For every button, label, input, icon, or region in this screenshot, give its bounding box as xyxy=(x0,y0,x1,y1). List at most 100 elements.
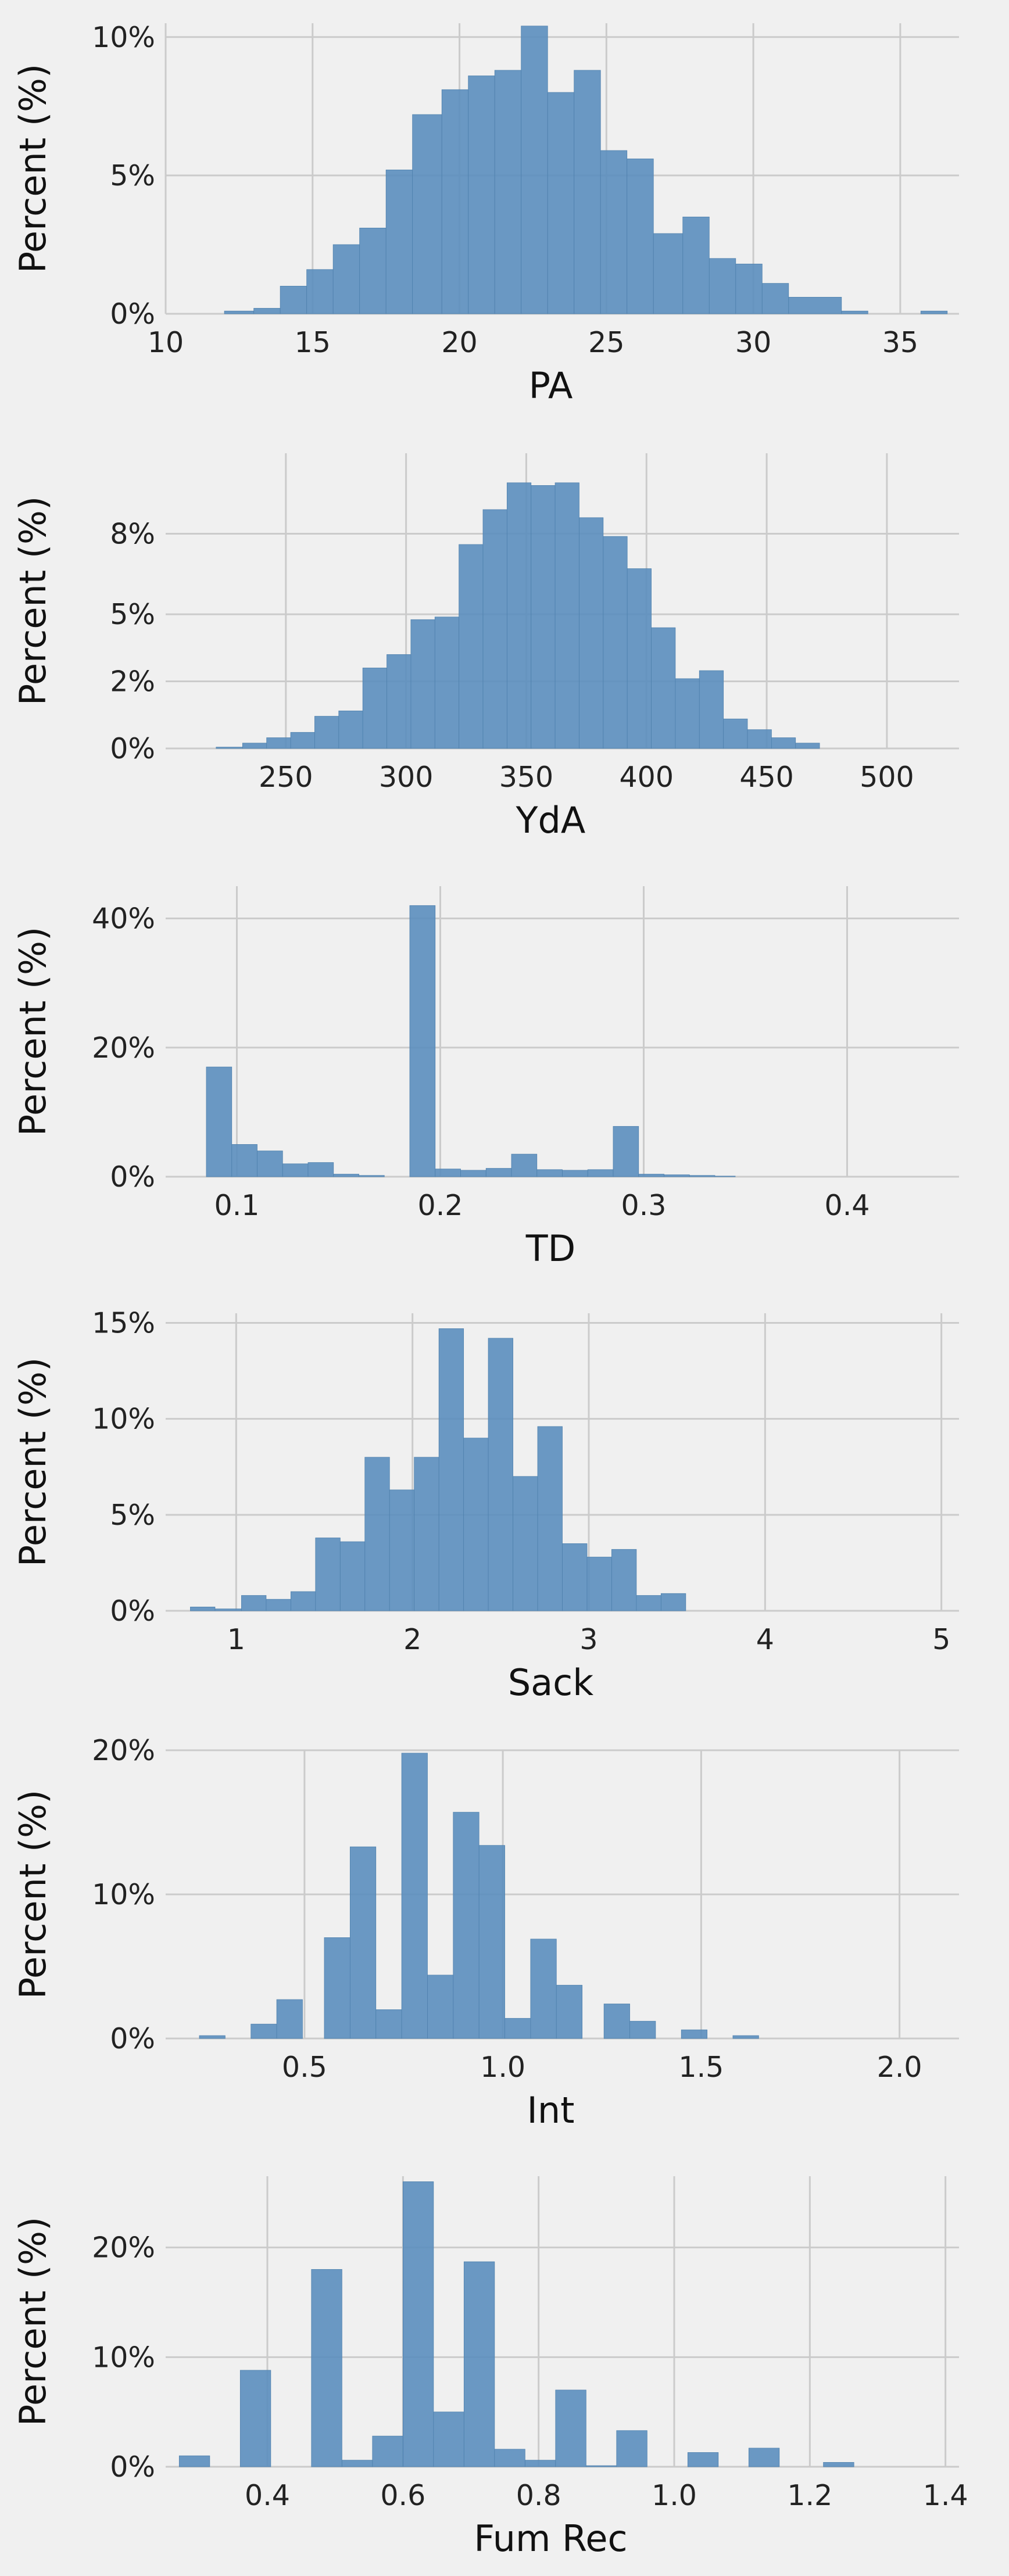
x-axis-label: TD xyxy=(525,1227,576,1270)
histogram-bar xyxy=(521,26,548,314)
x-tick-label: 0.2 xyxy=(418,1189,463,1222)
histogram-bar xyxy=(494,2449,525,2467)
histogram-bar xyxy=(611,1549,637,1611)
histogram-bar xyxy=(251,2023,277,2039)
x-axis-label: PA xyxy=(529,364,573,407)
histogram-bar xyxy=(333,1174,359,1177)
histogram-bar xyxy=(412,114,442,314)
histogram-bar xyxy=(732,2035,759,2039)
histogram-bar xyxy=(401,1753,428,2039)
x-tick-label: 4 xyxy=(756,1623,774,1656)
histogram-bar xyxy=(536,1169,563,1177)
histogram-bar xyxy=(453,1812,480,2039)
y-tick-label: 8% xyxy=(110,518,155,551)
histogram-bar xyxy=(276,1999,303,2039)
histogram-bar xyxy=(660,1593,686,1611)
histogram-bar xyxy=(362,668,387,749)
x-tick-label: 500 xyxy=(860,761,914,794)
histogram-bar xyxy=(761,283,789,314)
histogram-bar xyxy=(723,718,748,749)
histogram-bar xyxy=(224,310,255,314)
histogram-bar xyxy=(478,1845,505,2039)
subplot-3: 0% 20% 40% 0.1 0.2 0.3 0.4 TD Percent (%) xyxy=(12,886,959,1270)
histogram-bar xyxy=(339,1541,366,1611)
histogram-bar xyxy=(206,1066,232,1177)
histogram-bar xyxy=(290,1591,316,1611)
histogram-bar xyxy=(409,905,436,1177)
histogram-bar xyxy=(531,485,556,749)
histogram-bar xyxy=(579,517,604,749)
x-tick-label: 1.0 xyxy=(480,2051,525,2084)
histogram-bar xyxy=(199,2035,226,2039)
histogram-bar xyxy=(682,216,710,314)
histogram-bar xyxy=(788,297,842,314)
histogram-bar xyxy=(178,2455,210,2467)
x-tick-label: 1.4 xyxy=(923,2479,968,2512)
x-tick-label: 10 xyxy=(148,326,184,359)
y-tick-label: 0% xyxy=(110,1595,155,1628)
histogram-bar xyxy=(349,1846,377,2039)
histogram-bar xyxy=(324,1937,350,2039)
histogram-bar xyxy=(387,654,412,749)
histogram-bar xyxy=(364,1457,390,1611)
histogram-bar xyxy=(280,285,307,314)
histogram-bar xyxy=(494,70,522,314)
histogram-bar xyxy=(627,568,652,749)
subplot-2: 0% 2% 5% 8% 250 300 350 400 450 500 YdA Percent (%) xyxy=(12,453,959,841)
histogram-bar xyxy=(433,2412,464,2467)
histogram-bar xyxy=(504,2018,531,2039)
histogram-bar xyxy=(282,1163,309,1177)
subplot-1: 0% 5% 10% 10 15 20 25 30 35 PA Percent (%) xyxy=(12,21,959,407)
histogram-bar xyxy=(600,150,628,314)
histogram-bar xyxy=(216,747,243,749)
histogram-bar xyxy=(714,1176,736,1177)
x-tick-label: 0.5 xyxy=(282,2051,327,2084)
y-axis-label: Percent (%) xyxy=(12,496,54,705)
y-tick-label: 40% xyxy=(92,902,155,936)
histogram-bar xyxy=(338,710,363,749)
histogram-bar xyxy=(463,2261,495,2467)
histogram-bar xyxy=(488,1338,513,1611)
histogram-bar xyxy=(441,89,469,314)
histogram-bar xyxy=(506,482,532,749)
histogram-bar xyxy=(372,2435,403,2467)
y-tick-label: 0% xyxy=(110,732,155,765)
histogram-bar xyxy=(574,70,601,314)
histogram-bar xyxy=(636,1595,661,1611)
x-tick-label: 0.4 xyxy=(825,1189,870,1222)
histogram-bar xyxy=(841,310,868,314)
y-tick-label: 5% xyxy=(110,159,155,192)
histogram-bar xyxy=(699,670,724,749)
subplot-6: 0% 10% 20% 0.4 0.6 0.8 1.0 1.2 1.4 Fum Rec Percent… xyxy=(12,2176,968,2560)
y-tick-label: 20% xyxy=(92,2231,155,2265)
y-tick-label: 0% xyxy=(110,2450,155,2484)
histogram-bar xyxy=(556,1984,583,2039)
histogram-bar xyxy=(214,1608,242,1611)
histogram-bar xyxy=(603,536,628,749)
histogram-bar xyxy=(402,2181,434,2467)
histogram-bar xyxy=(241,1595,267,1611)
histogram-bar xyxy=(389,1489,415,1611)
x-axis-label: Sack xyxy=(508,1661,593,1704)
y-axis-label: Percent (%) xyxy=(12,2217,54,2426)
x-tick-label: 25 xyxy=(588,326,624,359)
histogram-bar xyxy=(675,678,700,749)
histogram-bar xyxy=(511,1153,538,1177)
histogram-bar xyxy=(603,2004,630,2039)
histogram-bar xyxy=(613,1126,639,1177)
histogram-bar xyxy=(460,1170,486,1177)
histogram-bar xyxy=(554,482,579,749)
histogram-bar xyxy=(463,1438,489,1611)
histogram-bar xyxy=(332,244,360,314)
x-tick-label: 35 xyxy=(882,326,918,359)
histogram-bar xyxy=(735,263,763,314)
subplot-5: 0% 10% 20% 0.5 1.0 1.5 2.0 Int Percent (%) xyxy=(12,1734,959,2131)
histogram-bar xyxy=(341,2460,373,2467)
y-tick-label: 5% xyxy=(110,1499,155,1532)
histogram-bar xyxy=(524,2460,556,2467)
x-tick-label: 450 xyxy=(739,761,794,794)
y-tick-label: 10% xyxy=(92,2341,155,2374)
y-tick-label: 10% xyxy=(92,1403,155,1436)
histogram-bar xyxy=(586,1557,612,1611)
